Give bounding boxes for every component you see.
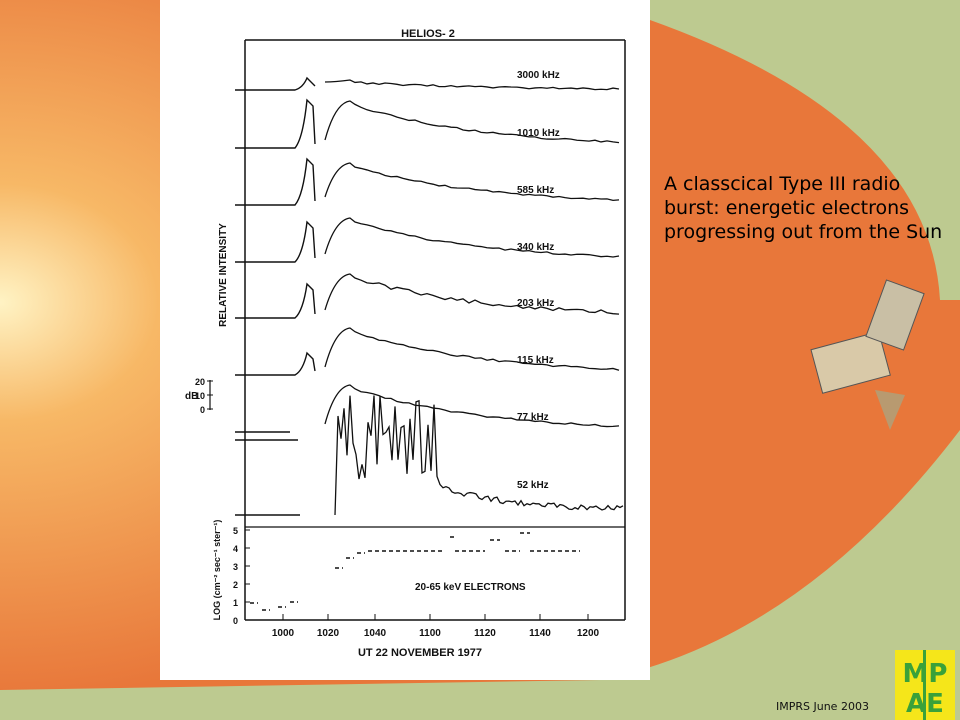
electron-ytick-0: 0 (233, 616, 238, 626)
logo-text-top: MP (903, 659, 948, 689)
channel-label-77kHz: 77 kHz (517, 412, 549, 423)
xtick-1040: 1040 (364, 628, 387, 639)
green-arc-band-lower (0, 430, 960, 720)
trace-52kHz (235, 439, 300, 516)
trace-585kHz (235, 157, 316, 206)
db-tick-20: 20 (195, 377, 205, 387)
trace-burst-52kHz (334, 395, 624, 516)
channel-label-340kHz: 340 kHz (517, 242, 554, 253)
electron-series-label: 20-65 keV ELECTRONS (415, 582, 526, 593)
logo-text-bottom: AE (906, 689, 944, 719)
electron-ytick-1: 1 (233, 598, 238, 608)
trace-3000kHz (235, 76, 316, 91)
xtick-1120: 1120 (474, 628, 496, 639)
xtick-1200: 1200 (577, 628, 600, 639)
trace-decay-3000kHz (324, 79, 620, 91)
satellite-icon (810, 279, 925, 430)
xaxis-label: UT 22 NOVEMBER 1977 (358, 647, 482, 659)
electron-flux-ylabel: LOG (cm⁻² sec⁻¹ ster⁻¹) (212, 520, 222, 621)
xtick-1100: 1100 (419, 628, 441, 639)
green-arc-band (650, 0, 960, 300)
xtick-1140: 1140 (529, 628, 551, 639)
electron-flux-line (250, 532, 580, 611)
electron-ytick-4: 4 (233, 544, 238, 554)
trace-340kHz (235, 220, 316, 263)
figure-title: HELIOS- 2 (401, 28, 455, 40)
db-tick-10: 10 (195, 391, 205, 401)
xtick-1000: 1000 (272, 628, 295, 639)
electron-ytick-3: 3 (233, 562, 238, 572)
trace-decay-77kHz (324, 384, 620, 428)
channel-label-585kHz: 585 kHz (517, 185, 554, 196)
db-label: dB (185, 391, 198, 402)
footer-text: IMPRS June 2003 (776, 700, 869, 713)
xtick-1020: 1020 (317, 628, 340, 639)
trace-1010kHz (235, 98, 316, 149)
channel-label-52kHz: 52 kHz (517, 480, 549, 491)
trace-decay-115kHz (324, 327, 620, 371)
electron-ytick-2: 2 (233, 580, 238, 590)
trace-decay-585kHz (324, 162, 620, 202)
channel-label-115kHz: 115 kHz (517, 355, 554, 366)
relative-intensity-label: RELATIVE INTENSITY (218, 223, 229, 327)
channel-label-3000kHz: 3000 kHz (517, 70, 560, 81)
trace-203kHz (235, 282, 316, 319)
mpae-logo: MP AE (895, 650, 955, 720)
channel-label-203kHz: 203 kHz (517, 298, 554, 309)
channel-label-1010kHz: 1010 kHz (517, 128, 560, 139)
trace-decay-340kHz (324, 217, 620, 258)
trace-decay-1010kHz (324, 100, 620, 144)
figure-panel: HELIOS- 2 RELATIVE INTENSITY 20 10 0 dB 3000 k… (160, 0, 650, 680)
caption-text: A classcical Type III radio burst: energ… (664, 173, 943, 243)
electron-ytick-5: 5 (233, 526, 238, 536)
db-tick-0: 0 (200, 405, 205, 415)
trace-115kHz (235, 351, 316, 376)
trace-decay-203kHz (324, 273, 620, 315)
